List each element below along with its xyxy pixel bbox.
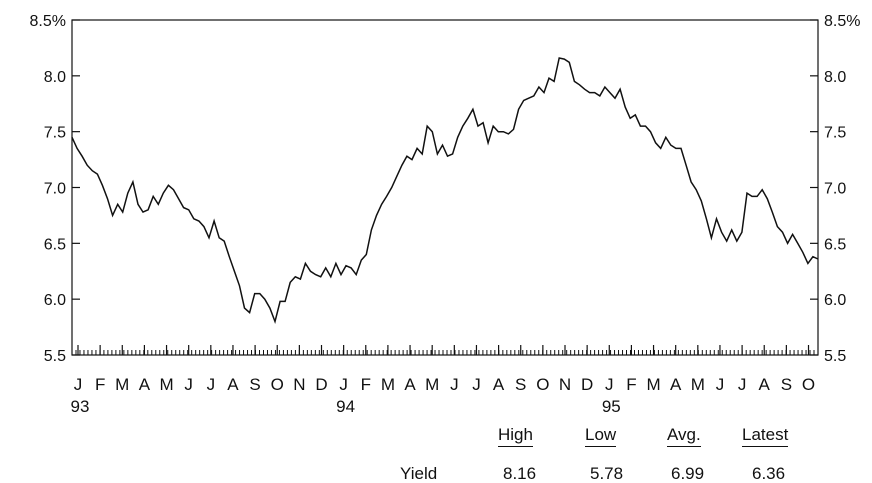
y-tick-label-right: 8.5%: [824, 13, 860, 30]
x-month-label: J: [472, 375, 481, 394]
x-month-label: O: [271, 375, 284, 394]
x-month-label: A: [139, 375, 151, 394]
x-month-label: A: [404, 375, 416, 394]
y-tick-label-right: 6.5: [824, 236, 846, 253]
y-axis-right: 5.5 6.0 6.5 7.0 7.5 8.0 8.5%: [810, 13, 860, 365]
y-tick-label-left: 5.5: [44, 348, 66, 365]
x-month-label: J: [450, 375, 459, 394]
minor-tick-marks: [75, 345, 815, 355]
x-month-label: F: [95, 375, 105, 394]
y-tick-label-right: 6.0: [824, 292, 846, 309]
y-tick-label-left: 6.5: [44, 236, 66, 253]
x-month-label: O: [802, 375, 815, 394]
x-month-label: S: [515, 375, 526, 394]
y-tick-label-right: 5.5: [824, 348, 846, 365]
y-tick-label-right: 7.0: [824, 181, 846, 198]
x-year-label: 95: [602, 397, 621, 416]
x-month-label: A: [227, 375, 239, 394]
x-month-label: J: [74, 375, 83, 394]
x-month-label: D: [315, 375, 327, 394]
x-month-label: M: [691, 375, 705, 394]
y-tick-label-left: 8.0: [44, 69, 66, 86]
x-axis-years: 93 94 95: [71, 397, 621, 416]
x-month-label: J: [716, 375, 725, 394]
x-month-label: J: [207, 375, 216, 394]
x-month-label: O: [536, 375, 549, 394]
y-tick-label-right: 8.0: [824, 69, 846, 86]
x-month-label: J: [339, 375, 348, 394]
x-month-label: S: [781, 375, 792, 394]
x-month-label: A: [759, 375, 771, 394]
x-month-label: M: [425, 375, 439, 394]
y-tick-label-left: 7.5: [44, 125, 66, 142]
y-tick-label-right: 7.5: [824, 125, 846, 142]
y-tick-label-left: 8.5%: [30, 13, 66, 30]
y-tick-label-left: 7.0: [44, 181, 66, 198]
x-month-label: A: [493, 375, 505, 394]
plot-frame: [71, 19, 819, 356]
x-month-label: S: [249, 375, 260, 394]
yield-series-line: [71, 57, 819, 324]
x-month-label: J: [184, 375, 193, 394]
x-month-label: J: [605, 375, 614, 394]
x-month-label: N: [559, 375, 571, 394]
x-month-label: J: [738, 375, 747, 394]
x-month-label: M: [115, 375, 129, 394]
x-month-label: F: [626, 375, 636, 394]
x-month-label: M: [381, 375, 395, 394]
x-month-label: M: [646, 375, 660, 394]
x-month-label: M: [159, 375, 173, 394]
x-month-label: N: [293, 375, 305, 394]
y-tick-label-left: 6.0: [44, 292, 66, 309]
x-year-label: 94: [336, 397, 355, 416]
x-month-label: A: [670, 375, 682, 394]
x-year-label: 93: [71, 397, 90, 416]
y-axis-left: 5.5 6.0 6.5 7.0 7.5 8.0 8.5%: [30, 13, 80, 365]
x-month-label: F: [361, 375, 371, 394]
x-month-label: D: [581, 375, 593, 394]
